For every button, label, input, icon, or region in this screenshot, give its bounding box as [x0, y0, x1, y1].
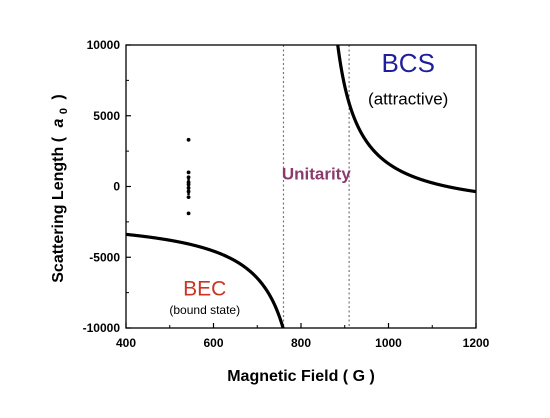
data-point-8	[186, 195, 191, 200]
resonance-curve-bcs-branch	[336, 45, 476, 194]
plot-frame	[125, 44, 477, 329]
data-point-2	[186, 170, 191, 175]
x-tick-label-1200: 1200	[463, 336, 490, 350]
x-tick-label-400: 400	[116, 336, 136, 350]
resonance-curve-group	[126, 45, 476, 328]
y-axis-title-suffix: )	[50, 94, 67, 99]
x-tick-label-600: 600	[203, 336, 223, 350]
y-tick-label--10000: -10000	[83, 321, 121, 335]
y-tick-label-5000: 5000	[93, 109, 120, 123]
y-axis-title-prefix: Scattering Length (	[50, 136, 67, 282]
data-point-1	[186, 137, 191, 142]
annotations: BCS (attractive) Unitarity BEC (bound state)	[169, 48, 448, 317]
x-axis-ticks: 400 600 800 1000 1200	[116, 323, 490, 350]
y-tick-label-10000: 10000	[87, 38, 121, 52]
y-axis-ticks: -10000 -5000 0 5000 10000	[83, 38, 131, 335]
annotation-attractive: (attractive)	[368, 89, 448, 108]
y-axis-title-symbol: a	[50, 119, 67, 128]
x-tick-label-800: 800	[291, 336, 311, 350]
data-point-7	[186, 189, 191, 194]
data-point-9	[186, 211, 191, 216]
narrow-resonance-points	[186, 137, 191, 216]
y-axis-title: Scattering Length ( a 0 )	[50, 94, 71, 283]
x-tick-label-1000: 1000	[375, 336, 402, 350]
annotation-unitarity: Unitarity	[282, 164, 352, 183]
y-axis-title-subscript: 0	[58, 108, 70, 114]
annotation-bcs: BCS	[381, 48, 434, 78]
y-tick-label--5000: -5000	[89, 250, 120, 264]
annotation-bec: BEC	[183, 277, 226, 300]
x-axis-title: Magnetic Field ( G )	[227, 368, 375, 385]
data-point-3	[186, 175, 191, 180]
reference-lines	[282, 45, 350, 328]
resonance-curve-bec-branch	[126, 232, 285, 328]
data-point-6	[186, 186, 191, 190]
data-point-5	[186, 182, 191, 187]
y-tick-label-0: 0	[113, 180, 120, 194]
annotation-bound-state: (bound state)	[169, 303, 240, 317]
